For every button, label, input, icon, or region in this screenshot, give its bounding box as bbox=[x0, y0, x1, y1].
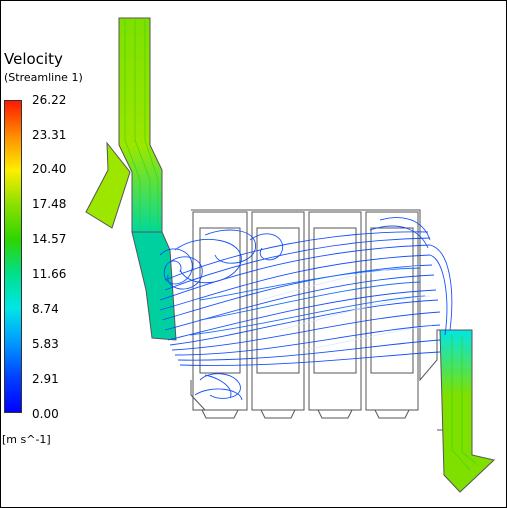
legend-tick: 14.57 bbox=[32, 232, 67, 246]
legend-tick: 5.83 bbox=[32, 337, 59, 351]
branch-duct bbox=[85, 141, 131, 229]
entrance-plenum bbox=[131, 231, 177, 341]
legend-subtitle: (Streamline 1) bbox=[4, 71, 83, 84]
legend-title: Velocity bbox=[4, 50, 63, 68]
legend-colorbar bbox=[4, 100, 22, 413]
inlet-streamlines bbox=[124, 20, 479, 471]
legend-tick: 23.31 bbox=[32, 128, 67, 142]
legend-tick: 0.00 bbox=[32, 407, 59, 421]
streamline-highlights bbox=[259, 265, 433, 351]
legend-tick: 8.74 bbox=[32, 302, 59, 316]
legend-tick: 26.22 bbox=[32, 93, 67, 107]
inlet-duct bbox=[118, 17, 163, 233]
legend-tick: 20.40 bbox=[32, 162, 67, 176]
legend-tick: 17.48 bbox=[32, 197, 67, 211]
streamline-bundle bbox=[159, 217, 453, 401]
outlet-duct bbox=[439, 329, 496, 493]
legend-tick: 2.91 bbox=[32, 372, 59, 386]
legend-unit: [m s^-1] bbox=[2, 433, 51, 446]
legend-tick: 11.66 bbox=[32, 267, 67, 281]
